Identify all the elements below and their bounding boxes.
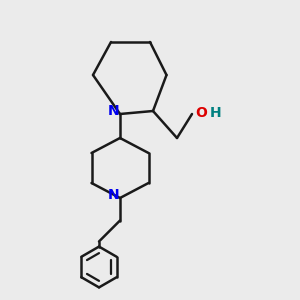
Text: H: H — [209, 106, 221, 120]
Text: O: O — [195, 106, 207, 120]
Text: N: N — [108, 104, 120, 118]
Text: N: N — [108, 188, 120, 202]
